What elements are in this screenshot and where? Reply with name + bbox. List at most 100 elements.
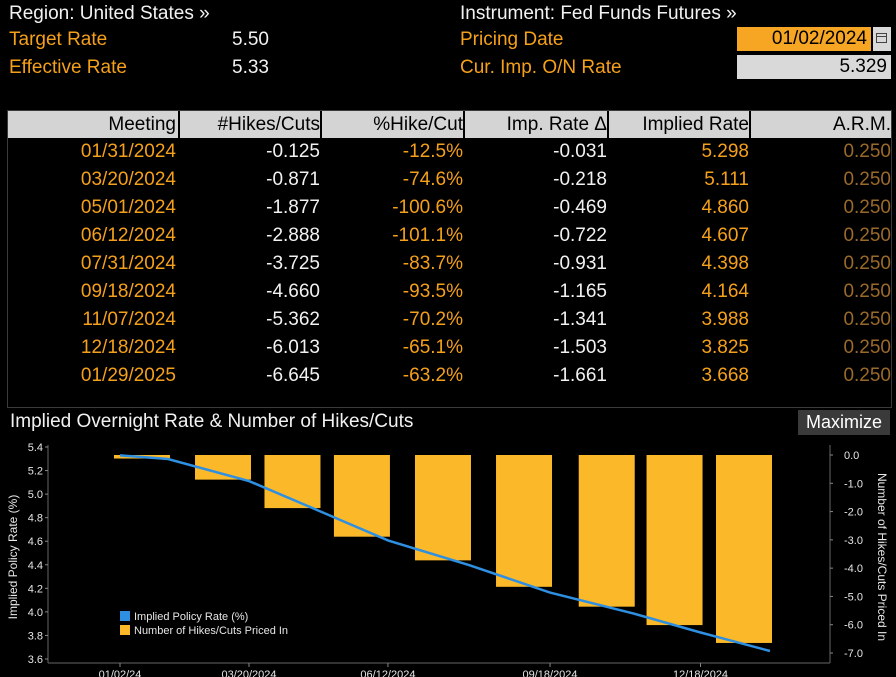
col-header-meeting[interactable]: Meeting: [108, 114, 176, 135]
hikes-cuts-bar: [646, 455, 703, 626]
cell-hikes-cuts: -4.660: [266, 281, 320, 302]
effective-rate-value: 5.33: [232, 57, 269, 78]
y2-tick-label: -5.0: [844, 591, 863, 603]
chart-legend: Implied Policy Rate (%) Number of Hikes/C…: [120, 611, 288, 637]
cell-imp-rate-delta: -0.931: [553, 253, 607, 274]
cell-imp-rate-delta: -0.031: [553, 141, 607, 162]
y2-tick-label: -7.0: [844, 648, 863, 660]
cell-arm: 0.250: [843, 141, 891, 162]
col-header-imp-rate-delta[interactable]: Imp. Rate Δ: [463, 111, 607, 138]
cell-implied-rate: 5.298: [701, 141, 749, 162]
cell-hikes-cuts: -6.645: [266, 365, 320, 386]
col-header-implied-rate[interactable]: Implied Rate: [607, 111, 749, 138]
cell-imp-rate-delta: -1.661: [553, 365, 607, 386]
y2-tick-label: 0.0: [844, 450, 859, 462]
table-row[interactable]: 12/18/2024 -6.013 -65.1% -1.503 3.825 0.250: [8, 334, 891, 362]
hikes-cuts-bar: [195, 455, 252, 480]
maximize-button[interactable]: Maximize: [798, 410, 890, 435]
cell-meeting: 12/18/2024: [80, 337, 176, 358]
y2-tick-label: -3.0: [844, 535, 863, 547]
cell-meeting: 06/12/2024: [80, 225, 176, 246]
table-row[interactable]: 09/18/2024 -4.660 -93.5% -1.165 4.164 0.250: [8, 278, 891, 306]
cell-implied-rate: 4.164: [701, 281, 749, 302]
cell-implied-rate: 3.825: [701, 337, 749, 358]
cell-hikes-cuts: -6.013: [266, 337, 320, 358]
legend-label-hikes: Number of Hikes/Cuts Priced In: [134, 625, 288, 637]
y-tick-label: 4.2: [28, 583, 43, 595]
region-selector[interactable]: Region: United States »: [9, 3, 210, 24]
table-row[interactable]: 06/12/2024 -2.888 -101.1% -0.722 4.607 0.250: [8, 222, 891, 250]
legend-swatch-hikes: [120, 625, 130, 635]
table-row[interactable]: 11/07/2024 -5.362 -70.2% -1.341 3.988 0.250: [8, 306, 891, 334]
calendar-icon[interactable]: [872, 27, 891, 51]
cell-arm: 0.250: [843, 337, 891, 358]
y-tick-label: 5.2: [28, 466, 43, 478]
legend-label-rate: Implied Policy Rate (%): [134, 611, 248, 623]
effective-rate-label: Effective Rate: [9, 57, 127, 78]
cell-imp-rate-delta: -0.469: [553, 197, 607, 218]
cell-implied-rate: 3.668: [701, 365, 749, 386]
cell-imp-rate-delta: -1.165: [553, 281, 607, 302]
instrument-selector[interactable]: Instrument: Fed Funds Futures »: [460, 3, 737, 24]
table-row[interactable]: 01/31/2024 -0.125 -12.5% -0.031 5.298 0.250: [8, 138, 891, 166]
y-tick-label: 3.8: [28, 630, 43, 642]
cell-pct-hike-cut: -83.7%: [402, 253, 463, 274]
table-row[interactable]: 01/29/2025 -6.645 -63.2% -1.661 3.668 0.250: [8, 362, 891, 390]
hikes-cuts-bar: [716, 455, 772, 643]
y2-tick-label: -6.0: [844, 620, 863, 632]
cell-pct-hike-cut: -70.2%: [402, 309, 463, 330]
x-tick-label: 09/18/2024: [522, 669, 577, 677]
cell-imp-rate-delta: -0.218: [553, 169, 607, 190]
cell-imp-rate-delta: -1.341: [553, 309, 607, 330]
cell-meeting: 01/31/2024: [80, 141, 176, 162]
cell-pct-hike-cut: -63.2%: [402, 365, 463, 386]
pricing-date-input[interactable]: 01/02/2024: [737, 27, 871, 51]
cell-hikes-cuts: -1.877: [266, 197, 320, 218]
cell-arm: 0.250: [843, 225, 891, 246]
y-tick-label: 4.0: [28, 607, 43, 619]
y-tick-label: 5.4: [28, 442, 43, 454]
cell-implied-rate: 5.111: [704, 169, 749, 190]
cell-meeting: 01/29/2025: [80, 365, 176, 386]
cell-implied-rate: 3.988: [701, 309, 749, 330]
cell-implied-rate: 4.398: [701, 253, 749, 274]
cell-arm: 0.250: [843, 253, 891, 274]
implied-rate-line: [119, 454, 771, 653]
cur-imp-rate-label: Cur. Imp. O/N Rate: [460, 57, 622, 78]
meetings-table: Meeting #Hikes/Cuts %Hike/Cut Imp. Rate …: [7, 110, 892, 408]
y2-axis-label: Number of Hikes/Cuts Priced In: [875, 473, 889, 641]
hikes-cuts-bar: [414, 455, 471, 561]
table-row[interactable]: 03/20/2024 -0.871 -74.6% -0.218 5.111 0.250: [8, 166, 891, 194]
cell-arm: 0.250: [843, 281, 891, 302]
target-rate-value: 5.50: [232, 29, 269, 50]
cell-meeting: 09/18/2024: [80, 281, 176, 302]
hikes-cuts-bar: [578, 455, 635, 607]
hikes-cuts-bar: [496, 455, 553, 587]
cur-imp-rate-value: 5.329: [737, 55, 891, 79]
table-header: Meeting #Hikes/Cuts %Hike/Cut Imp. Rate …: [8, 111, 891, 138]
y-tick-label: 5.0: [28, 489, 43, 501]
cell-hikes-cuts: -0.125: [266, 141, 320, 162]
x-tick-label: 12/18/2024: [673, 669, 728, 677]
cell-pct-hike-cut: -74.6%: [402, 169, 463, 190]
cell-hikes-cuts: -3.725: [266, 253, 320, 274]
table-row[interactable]: 05/01/2024 -1.877 -100.6% -0.469 4.860 0.250: [8, 194, 891, 222]
col-header-arm[interactable]: A.R.M.: [749, 111, 891, 138]
y-tick-label: 4.6: [28, 536, 43, 548]
cell-pct-hike-cut: -12.5%: [402, 141, 463, 162]
y-tick-label: 4.8: [28, 513, 43, 525]
y-tick-label: 4.4: [28, 560, 43, 572]
table-row[interactable]: 07/31/2024 -3.725 -83.7% -0.931 4.398 0.250: [8, 250, 891, 278]
chart-title: Implied Overnight Rate & Number of Hikes…: [10, 411, 414, 432]
cell-meeting: 11/07/2024: [82, 309, 176, 330]
cell-hikes-cuts: -0.871: [266, 169, 320, 190]
pricing-date-label: Pricing Date: [460, 29, 564, 50]
cell-implied-rate: 4.607: [701, 225, 749, 246]
y-tick-label: 3.6: [28, 654, 43, 666]
cell-arm: 0.250: [843, 197, 891, 218]
col-header-pct-hike-cut[interactable]: %Hike/Cut: [320, 111, 463, 138]
x-tick-label: 01/02/24: [99, 669, 142, 677]
col-header-hikes-cuts[interactable]: #Hikes/Cuts: [178, 111, 320, 138]
implied-rate-chart: 5.4 5.2 5.0 4.8 4.6 4.4 4.2 4.0 3.8 3.6 0.0 -1.0 -2…: [6, 442, 889, 677]
hikes-cuts-bar: [333, 455, 390, 537]
